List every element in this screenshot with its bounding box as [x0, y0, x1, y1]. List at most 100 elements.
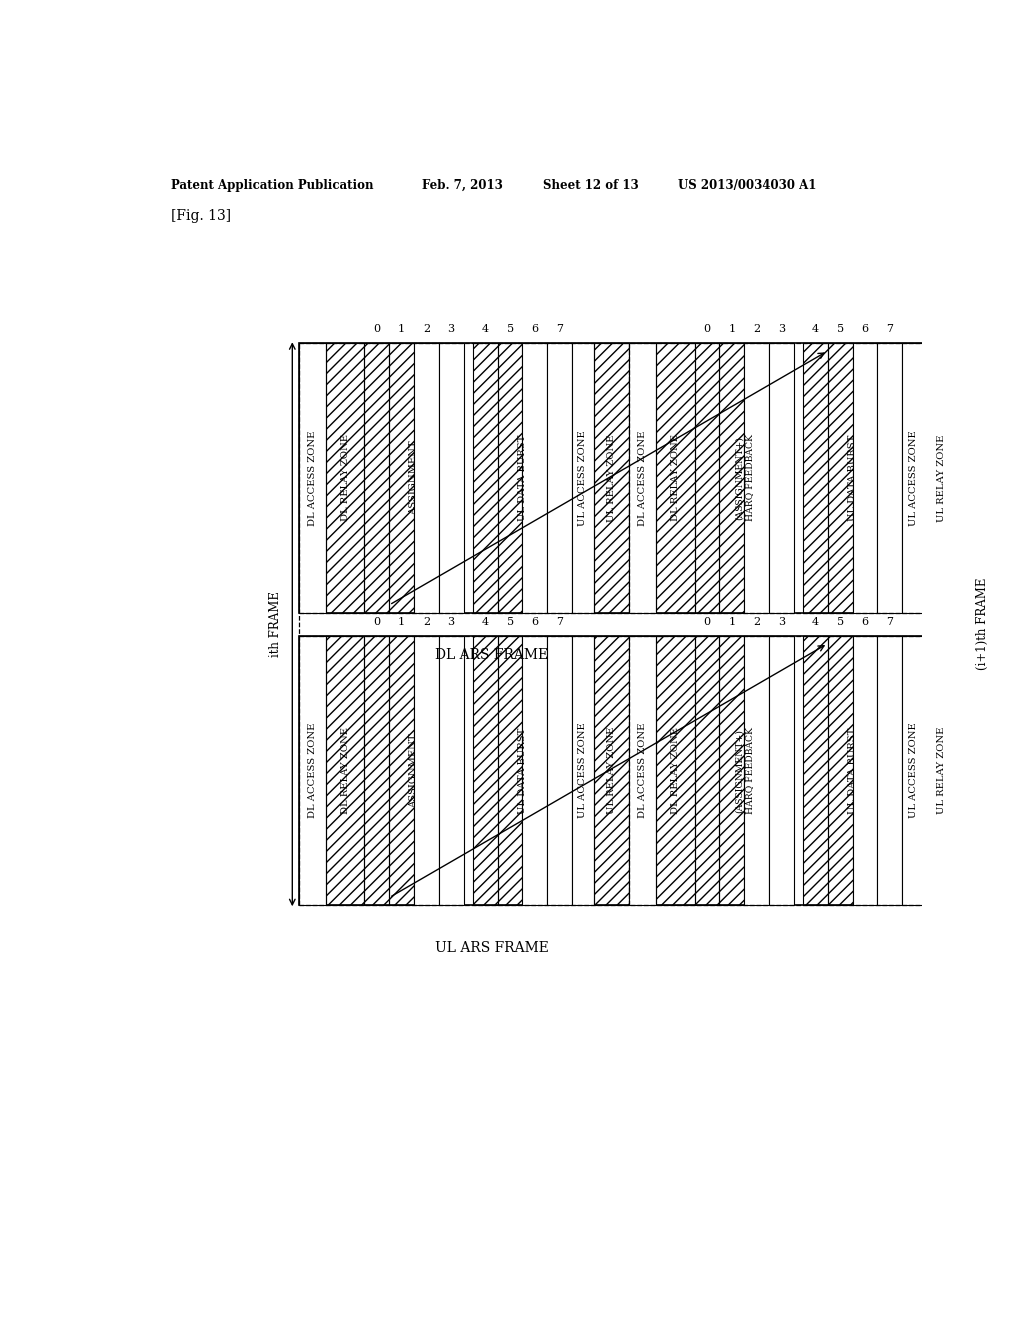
Text: ith FRAME: ith FRAME — [268, 591, 282, 657]
Bar — [853, 343, 878, 612]
Text: 5: 5 — [837, 616, 844, 627]
Bar — [878, 343, 902, 612]
Text: 3: 3 — [447, 616, 455, 627]
Text: DL ACCESS ZONE: DL ACCESS ZONE — [307, 430, 316, 525]
Bar — [299, 343, 958, 612]
Text: Sheet 12 of 13: Sheet 12 of 13 — [543, 178, 638, 191]
Text: UL ACCESS ZONE: UL ACCESS ZONE — [908, 722, 918, 818]
Text: Feb. 7, 2013: Feb. 7, 2013 — [423, 178, 504, 191]
Bar — [629, 636, 655, 906]
Text: 3: 3 — [778, 325, 784, 334]
Text: UL DATA BURST: UL DATA BURST — [518, 434, 527, 521]
Text: UL ARS FRAME: UL ARS FRAME — [434, 941, 549, 954]
Text: 4: 4 — [481, 616, 488, 627]
Text: 4: 4 — [812, 616, 819, 627]
Bar — [326, 343, 365, 612]
Text: 1: 1 — [398, 616, 406, 627]
Bar — [629, 343, 655, 612]
Text: 2: 2 — [423, 616, 430, 627]
Text: UL DATA BURST: UL DATA BURST — [848, 727, 857, 813]
Text: 3: 3 — [778, 616, 784, 627]
Bar — [924, 343, 958, 612]
Text: UL RELAY ZONE: UL RELAY ZONE — [937, 434, 946, 521]
Bar — [547, 636, 572, 906]
Text: DL RELAY ZONE: DL RELAY ZONE — [341, 434, 349, 521]
Text: 2: 2 — [753, 325, 760, 334]
Text: DL RELAY ZONE: DL RELAY ZONE — [341, 727, 349, 814]
Bar — [299, 343, 326, 612]
Bar — [473, 343, 498, 612]
Bar — [924, 636, 958, 906]
Text: DL RELAY ZONE: DL RELAY ZONE — [671, 727, 680, 814]
Bar — [878, 636, 902, 906]
Text: [Fig. 13]: [Fig. 13] — [171, 209, 230, 223]
Bar — [902, 343, 924, 612]
Text: ASSIGNMENT: ASSIGNMENT — [410, 733, 419, 808]
Bar — [498, 636, 522, 906]
Text: 7: 7 — [556, 616, 563, 627]
Bar — [473, 636, 498, 906]
Text: 3: 3 — [447, 325, 455, 334]
Bar — [522, 343, 547, 612]
Text: 2: 2 — [753, 616, 760, 627]
Text: UL ACCESS ZONE: UL ACCESS ZONE — [579, 722, 588, 818]
Text: UL ACCESS ZONE: UL ACCESS ZONE — [579, 430, 588, 525]
Text: 7: 7 — [887, 616, 893, 627]
Bar — [547, 343, 572, 612]
Bar — [572, 343, 594, 612]
Text: DL ARS FRAME: DL ARS FRAME — [435, 648, 548, 663]
Text: DL ACCESS ZONE: DL ACCESS ZONE — [638, 430, 647, 525]
Text: UL RELAY ZONE: UL RELAY ZONE — [937, 727, 946, 814]
Bar — [694, 343, 719, 612]
Bar — [694, 636, 719, 906]
Text: US 2013/0034030 A1: US 2013/0034030 A1 — [678, 178, 816, 191]
Text: 6: 6 — [861, 325, 868, 334]
Text: UL DATA BURST: UL DATA BURST — [848, 434, 857, 521]
Text: 5: 5 — [507, 325, 514, 334]
Text: 2: 2 — [423, 325, 430, 334]
Text: (i+1)th FRAME: (i+1)th FRAME — [976, 578, 988, 671]
Bar — [744, 636, 769, 906]
Text: 4: 4 — [812, 325, 819, 334]
Text: UL RELAY ZONE: UL RELAY ZONE — [606, 727, 615, 814]
Text: Patent Application Publication: Patent Application Publication — [171, 178, 373, 191]
Text: 5: 5 — [837, 325, 844, 334]
Bar — [326, 636, 365, 906]
Bar — [827, 343, 853, 612]
Bar — [719, 343, 744, 612]
Bar — [803, 636, 827, 906]
Text: 1: 1 — [728, 616, 735, 627]
Bar — [853, 636, 878, 906]
Bar — [744, 343, 769, 612]
Bar — [803, 343, 827, 612]
Text: UL ACCESS ZONE: UL ACCESS ZONE — [908, 430, 918, 525]
Bar — [414, 343, 438, 612]
Bar — [365, 343, 389, 612]
Bar — [655, 343, 694, 612]
Bar — [655, 636, 694, 906]
Bar — [299, 636, 326, 906]
Bar — [299, 636, 958, 906]
Text: 5: 5 — [507, 616, 514, 627]
Bar — [769, 343, 794, 612]
Text: 6: 6 — [531, 616, 539, 627]
Bar — [719, 636, 744, 906]
Bar — [522, 636, 547, 906]
Bar — [365, 636, 389, 906]
Text: 1: 1 — [398, 325, 406, 334]
Text: 6: 6 — [861, 616, 868, 627]
Bar — [769, 636, 794, 906]
Text: 6: 6 — [531, 325, 539, 334]
Bar — [438, 636, 464, 906]
Bar — [594, 343, 629, 612]
Text: 7: 7 — [887, 325, 893, 334]
Text: (ASSIGNMENT+)
HARQ FEEDBACK: (ASSIGNMENT+) HARQ FEEDBACK — [734, 434, 754, 521]
Bar — [902, 636, 924, 906]
Bar — [594, 636, 629, 906]
Text: ASSIGNMENT: ASSIGNMENT — [410, 441, 419, 515]
Text: (ASSIGNMENT+)
HARQ FEEDBACK: (ASSIGNMENT+) HARQ FEEDBACK — [734, 727, 754, 814]
Text: 0: 0 — [373, 325, 380, 334]
Text: UL RELAY ZONE: UL RELAY ZONE — [606, 434, 615, 521]
Text: 0: 0 — [373, 616, 380, 627]
Text: DL RELAY ZONE: DL RELAY ZONE — [671, 434, 680, 521]
